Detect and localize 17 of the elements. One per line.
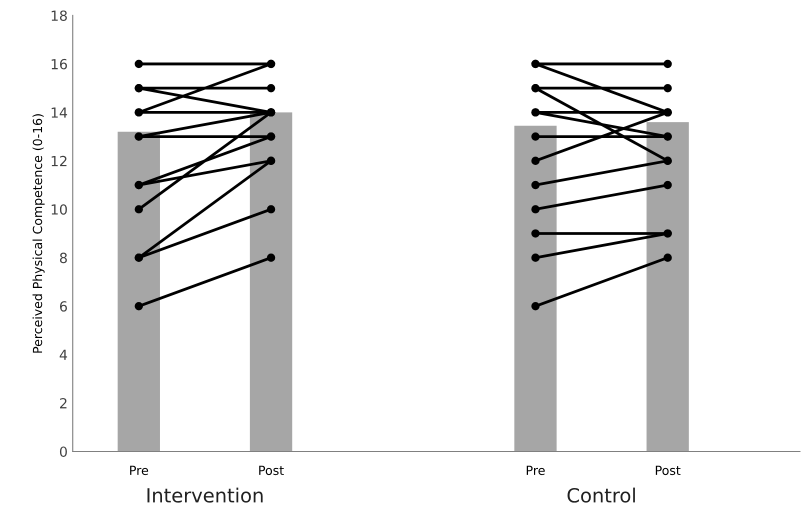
y-tick-label: 2 [60, 398, 66, 408]
y-tick-label: 10 [52, 204, 67, 215]
y-tick-label: 8 [60, 252, 67, 264]
y-axis-title: Perceived Physical Competence (0-16) [32, 114, 45, 353]
y-tick-label: 12 [52, 156, 66, 166]
x-tick-label: Pre [526, 466, 545, 476]
x-tick-label: Pre [130, 466, 148, 476]
y-tick-label: 18 [52, 10, 67, 21]
y-tick-label: 6 [60, 301, 67, 312]
y-tick-label: 0 [60, 446, 67, 457]
y-tick-label: 4 [60, 350, 68, 360]
text: Intervention [148, 488, 263, 503]
x-tick-label: Post [259, 466, 284, 476]
y-tick-label: 14 [52, 108, 68, 118]
x-tick-label: Post [656, 466, 680, 476]
y-tick-label: 16 [52, 58, 67, 70]
text: Control [568, 488, 635, 503]
